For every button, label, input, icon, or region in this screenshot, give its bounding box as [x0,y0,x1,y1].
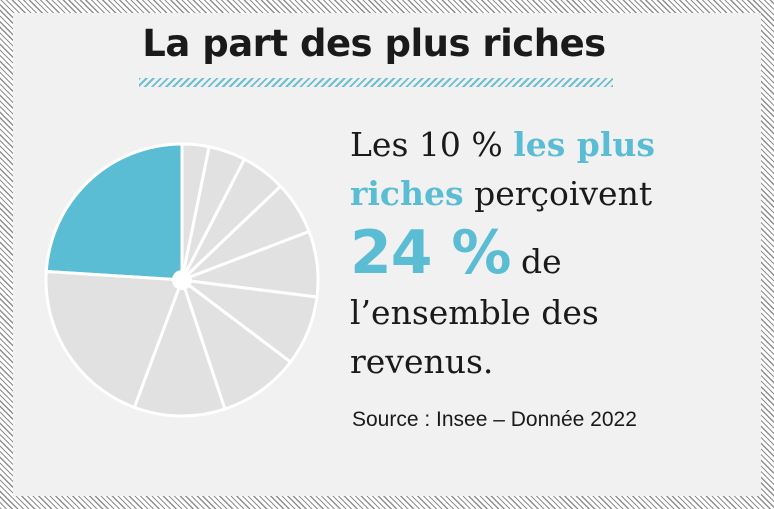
pie-center-hole [172,270,192,290]
page-title: La part des plus riches [142,22,606,65]
pie-slice [44,269,185,410]
pie-slice [179,275,293,411]
statement-part2: perçoivent [463,174,653,213]
pie-chart [44,142,320,418]
statement-part3: de l’ensemble des revenus. [350,242,599,381]
source-note: Source : Insee – Donnée 2022 [352,408,637,431]
pie-slice [132,275,227,418]
statement-text: Les 10 % les plus riches perçoivent 24 %… [350,120,750,386]
big-value: 24 % [350,218,512,288]
pie-slice-highlight [44,142,184,282]
statement-highlight: les plus riches [350,125,655,213]
title-underline [139,78,613,87]
statement-part1: Les 10 % [350,125,514,164]
